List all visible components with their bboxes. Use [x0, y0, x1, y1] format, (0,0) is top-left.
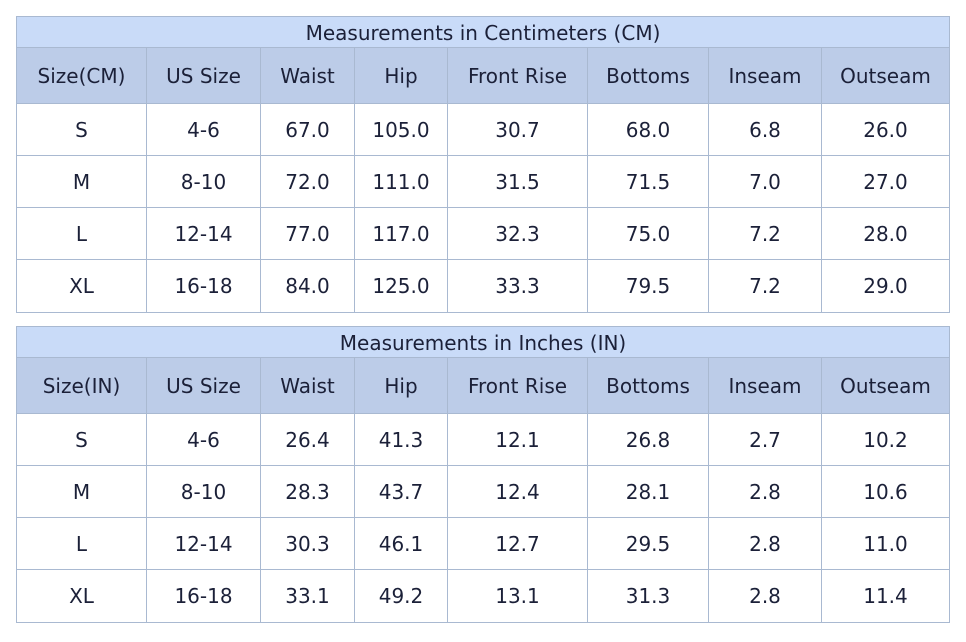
table-cell: 16-18 — [147, 260, 261, 312]
header-cell: Front Rise — [448, 48, 588, 104]
table-cell: 12.4 — [448, 466, 588, 518]
table-cell: 111.0 — [355, 156, 448, 208]
header-cell: Waist — [261, 358, 355, 414]
table-cell: 4-6 — [147, 414, 261, 466]
size-table: Measurements in Inches (IN) Size(IN) US Si… — [16, 326, 950, 623]
header-cell: Outseam — [822, 48, 949, 104]
table-cell: 13.1 — [448, 570, 588, 622]
table-cell: XL — [17, 260, 147, 312]
table-row: M 8-10 72.0 111.0 31.5 71.5 7.0 27.0 — [17, 156, 949, 208]
table-cell: M — [17, 466, 147, 518]
table-cell: 30.3 — [261, 518, 355, 570]
table-cell: 2.7 — [709, 414, 822, 466]
table-cell: 46.1 — [355, 518, 448, 570]
table-cell: 67.0 — [261, 104, 355, 156]
header-cell: US Size — [147, 358, 261, 414]
table-row: S 4-6 67.0 105.0 30.7 68.0 6.8 26.0 — [17, 104, 949, 156]
table-cell: 26.8 — [588, 414, 709, 466]
table-cell: L — [17, 208, 147, 260]
header-cell: Inseam — [709, 358, 822, 414]
table-cell: 77.0 — [261, 208, 355, 260]
table-cell: 30.7 — [448, 104, 588, 156]
table-cell: 26.4 — [261, 414, 355, 466]
table-cell: 11.0 — [822, 518, 949, 570]
table-cell: 105.0 — [355, 104, 448, 156]
table-row: L 12-14 30.3 46.1 12.7 29.5 2.8 11.0 — [17, 518, 949, 570]
table-cell: XL — [17, 570, 147, 622]
table-cell: 29.0 — [822, 260, 949, 312]
table-cell: 31.5 — [448, 156, 588, 208]
table-cell: M — [17, 156, 147, 208]
header-cell: Bottoms — [588, 48, 709, 104]
table-cell: 12-14 — [147, 208, 261, 260]
header-cell: Front Rise — [448, 358, 588, 414]
table-cell: 6.8 — [709, 104, 822, 156]
table-cell: 28.1 — [588, 466, 709, 518]
table-cell: 2.8 — [709, 570, 822, 622]
table-cell: 16-18 — [147, 570, 261, 622]
table-title: Measurements in Centimeters (CM) — [17, 17, 949, 48]
header-cell: Bottoms — [588, 358, 709, 414]
table-cell: 28.0 — [822, 208, 949, 260]
header-cell: Hip — [355, 48, 448, 104]
table-cell: 33.3 — [448, 260, 588, 312]
table-row: L 12-14 77.0 117.0 32.3 75.0 7.2 28.0 — [17, 208, 949, 260]
table-cell: 7.2 — [709, 208, 822, 260]
table-cell: 26.0 — [822, 104, 949, 156]
table-cell: 28.3 — [261, 466, 355, 518]
table-cell: 8-10 — [147, 466, 261, 518]
table-cell: 49.2 — [355, 570, 448, 622]
table-cell: 10.2 — [822, 414, 949, 466]
table-cell: 72.0 — [261, 156, 355, 208]
header-cell: Hip — [355, 358, 448, 414]
table-cell: 2.8 — [709, 466, 822, 518]
table-cell: 7.2 — [709, 260, 822, 312]
table-cell: 2.8 — [709, 518, 822, 570]
table-cell: 10.6 — [822, 466, 949, 518]
table-cell: 29.5 — [588, 518, 709, 570]
table-cell: 43.7 — [355, 466, 448, 518]
header-cell: Inseam — [709, 48, 822, 104]
header-cell: Waist — [261, 48, 355, 104]
table-row: S 4-6 26.4 41.3 12.1 26.8 2.7 10.2 — [17, 414, 949, 466]
table-cell: 33.1 — [261, 570, 355, 622]
header-cell: Size(CM) — [17, 48, 147, 104]
table-cell: 8-10 — [147, 156, 261, 208]
table-cell: 117.0 — [355, 208, 448, 260]
table-cell: 41.3 — [355, 414, 448, 466]
table-cell: 12.1 — [448, 414, 588, 466]
table-row: XL 16-18 84.0 125.0 33.3 79.5 7.2 29.0 — [17, 260, 949, 312]
table-cell: 4-6 — [147, 104, 261, 156]
table-cell: 32.3 — [448, 208, 588, 260]
header-cell: Outseam — [822, 358, 949, 414]
size-table: Measurements in Centimeters (CM) Size(CM)… — [16, 16, 950, 313]
table-cell: 12.7 — [448, 518, 588, 570]
table-cell: 71.5 — [588, 156, 709, 208]
header-cell: Size(IN) — [17, 358, 147, 414]
table-cell: S — [17, 104, 147, 156]
table-cell: 68.0 — [588, 104, 709, 156]
header-row: Size(IN) US Size Waist Hip Front Rise Bottoms… — [17, 358, 949, 414]
table-row: M 8-10 28.3 43.7 12.4 28.1 2.8 10.6 — [17, 466, 949, 518]
header-row: Size(CM) US Size Waist Hip Front Rise Bottoms… — [17, 48, 949, 104]
table-title: Measurements in Inches (IN) — [17, 327, 949, 358]
table-cell: 7.0 — [709, 156, 822, 208]
table-cell: 75.0 — [588, 208, 709, 260]
table-cell: 27.0 — [822, 156, 949, 208]
table-cell: 12-14 — [147, 518, 261, 570]
table-cell: 79.5 — [588, 260, 709, 312]
table-cell: 31.3 — [588, 570, 709, 622]
header-cell: US Size — [147, 48, 261, 104]
table-cell: S — [17, 414, 147, 466]
table-cell: L — [17, 518, 147, 570]
table-row: XL 16-18 33.1 49.2 13.1 31.3 2.8 11.4 — [17, 570, 949, 622]
table-cell: 125.0 — [355, 260, 448, 312]
table-cell: 11.4 — [822, 570, 949, 622]
table-cell: 84.0 — [261, 260, 355, 312]
